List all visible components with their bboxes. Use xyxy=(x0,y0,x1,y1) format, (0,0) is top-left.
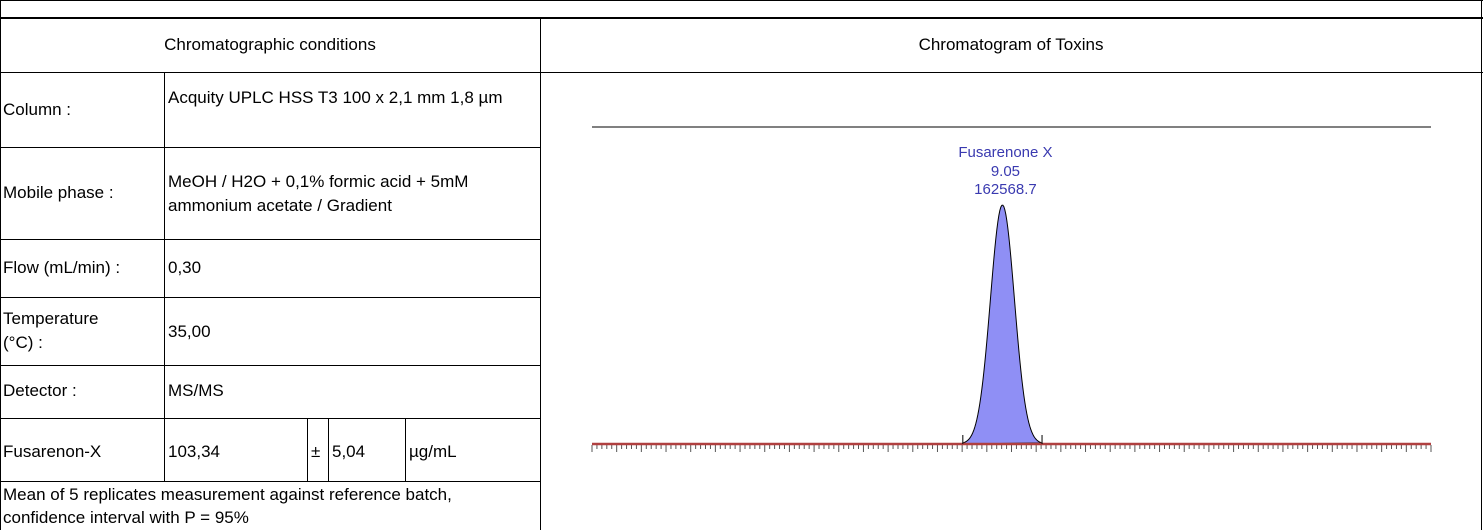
chromatogram-header: Chromatogram of Toxins xyxy=(918,35,1104,54)
temperature-value: 35,00 xyxy=(168,322,211,341)
top-border xyxy=(0,0,1483,1)
column-label: Column : xyxy=(3,100,72,119)
footnote: Mean of 5 replicates measurement against… xyxy=(3,485,452,527)
detector-label: Detector : xyxy=(3,381,77,400)
detector-value: MS/MS xyxy=(168,381,224,400)
peak-area xyxy=(962,204,1042,445)
row-divider xyxy=(0,297,540,298)
left-border xyxy=(0,0,1,530)
row-divider xyxy=(0,418,540,419)
result-uncertainty: 5,04 xyxy=(332,442,366,461)
chromatogram-plot: Fusarenone X 9.05 162568.7 xyxy=(591,126,1432,452)
column-value: Acquity UPLC HSS T3 100 x 2,1 mm 1,8 µm xyxy=(168,88,503,107)
flow-value: 0,30 xyxy=(168,258,202,277)
panel-divider xyxy=(540,17,541,530)
result-unit: µg/mL xyxy=(409,442,457,461)
row-divider xyxy=(0,481,540,482)
row-divider xyxy=(0,239,540,240)
mobile-phase-value: MeOH / H2O + 0,1% formic acid + 5mM ammo… xyxy=(168,172,469,215)
peak-retention-label: 9.05 xyxy=(991,163,1020,180)
result-cell-divider xyxy=(405,418,406,481)
result-cell-divider xyxy=(328,418,329,481)
flow-label: Flow (mL/min) : xyxy=(3,258,121,277)
header-top-border xyxy=(0,17,1483,19)
header-bottom-border xyxy=(0,72,1483,73)
mobile-phase-label: Mobile phase : xyxy=(3,183,114,202)
x-axis-ticks xyxy=(591,445,1432,452)
conditions-header: Chromatographic conditions xyxy=(164,35,376,54)
result-analyte-label: Fusarenon-X xyxy=(3,442,102,461)
row-divider xyxy=(0,147,540,148)
result-value: 103,34 xyxy=(168,442,220,461)
temperature-label: Temperature (°C) : xyxy=(3,309,99,352)
result-cell-divider xyxy=(307,418,308,481)
row-divider xyxy=(0,365,540,366)
label-column-divider xyxy=(164,72,165,481)
right-border xyxy=(1481,0,1482,530)
peak-area-label: 162568.7 xyxy=(974,181,1037,198)
peak-name-label: Fusarenone X xyxy=(958,144,1052,161)
plus-minus-sign: ± xyxy=(311,442,321,461)
